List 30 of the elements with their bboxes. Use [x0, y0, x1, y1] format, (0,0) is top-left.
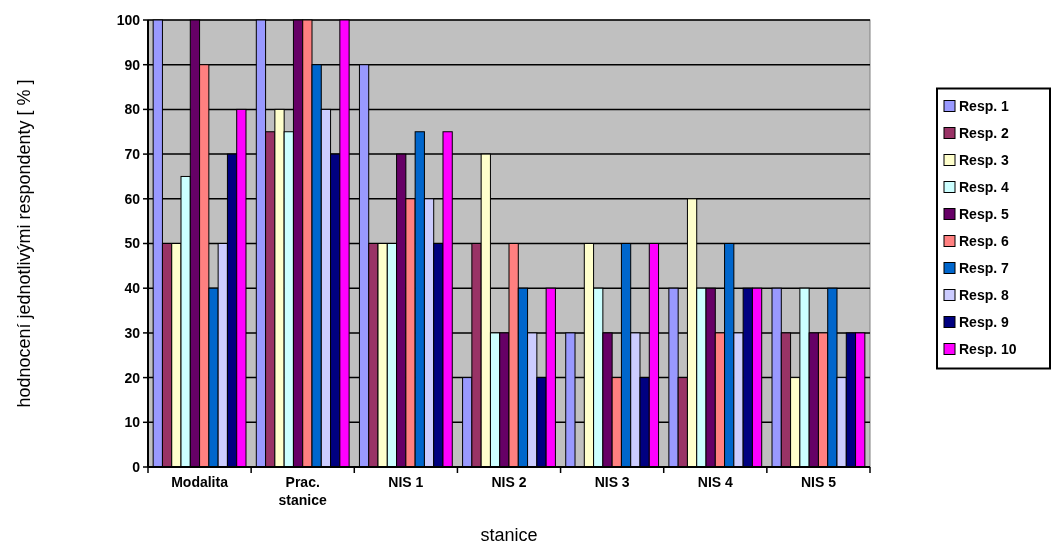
legend-label: Resp. 5 — [959, 206, 1010, 223]
legend-label: Resp. 7 — [959, 260, 1010, 277]
y-tick-label: 100 — [116, 11, 141, 28]
y-tick-label: 20 — [124, 369, 141, 386]
legend-label: Resp. 10 — [959, 341, 1017, 358]
x-tick-label: NIS 5 — [800, 474, 837, 490]
x-tick-label: NIS 1 — [388, 474, 424, 490]
y-axis-title: hodnocení jednotlivými respondenty [ % ] — [14, 79, 34, 408]
x-axis-title: stanice — [480, 525, 538, 545]
y-tick-label: 80 — [124, 101, 141, 118]
y-tick-label: 10 — [124, 414, 141, 431]
x-tick-label: NIS 4 — [697, 474, 734, 490]
x-tick-label: Prac. stanice — [278, 474, 328, 508]
y-tick-label: 50 — [124, 235, 141, 252]
x-tick-label: NIS 3 — [594, 474, 630, 490]
y-tick-label: 90 — [124, 56, 141, 73]
legend-label: Resp. 2 — [959, 125, 1010, 142]
x-tick-label: NIS 2 — [491, 474, 527, 490]
x-tick-label: Modalita — [171, 474, 229, 490]
y-tick-label: 30 — [124, 324, 141, 341]
legend-label: Resp. 6 — [959, 233, 1010, 250]
y-tick-label: 0 — [132, 458, 141, 475]
y-tick-label: 40 — [124, 280, 141, 297]
legend-label: Resp. 1 — [959, 98, 1010, 115]
y-tick-label: 70 — [124, 146, 141, 162]
y-tick-label: 60 — [124, 190, 141, 207]
legend-label: Resp. 4 — [959, 179, 1010, 196]
legend-label: Resp. 9 — [959, 314, 1010, 331]
legend-label: Resp. 3 — [959, 152, 1010, 169]
legend-label: Resp. 8 — [959, 287, 1010, 304]
